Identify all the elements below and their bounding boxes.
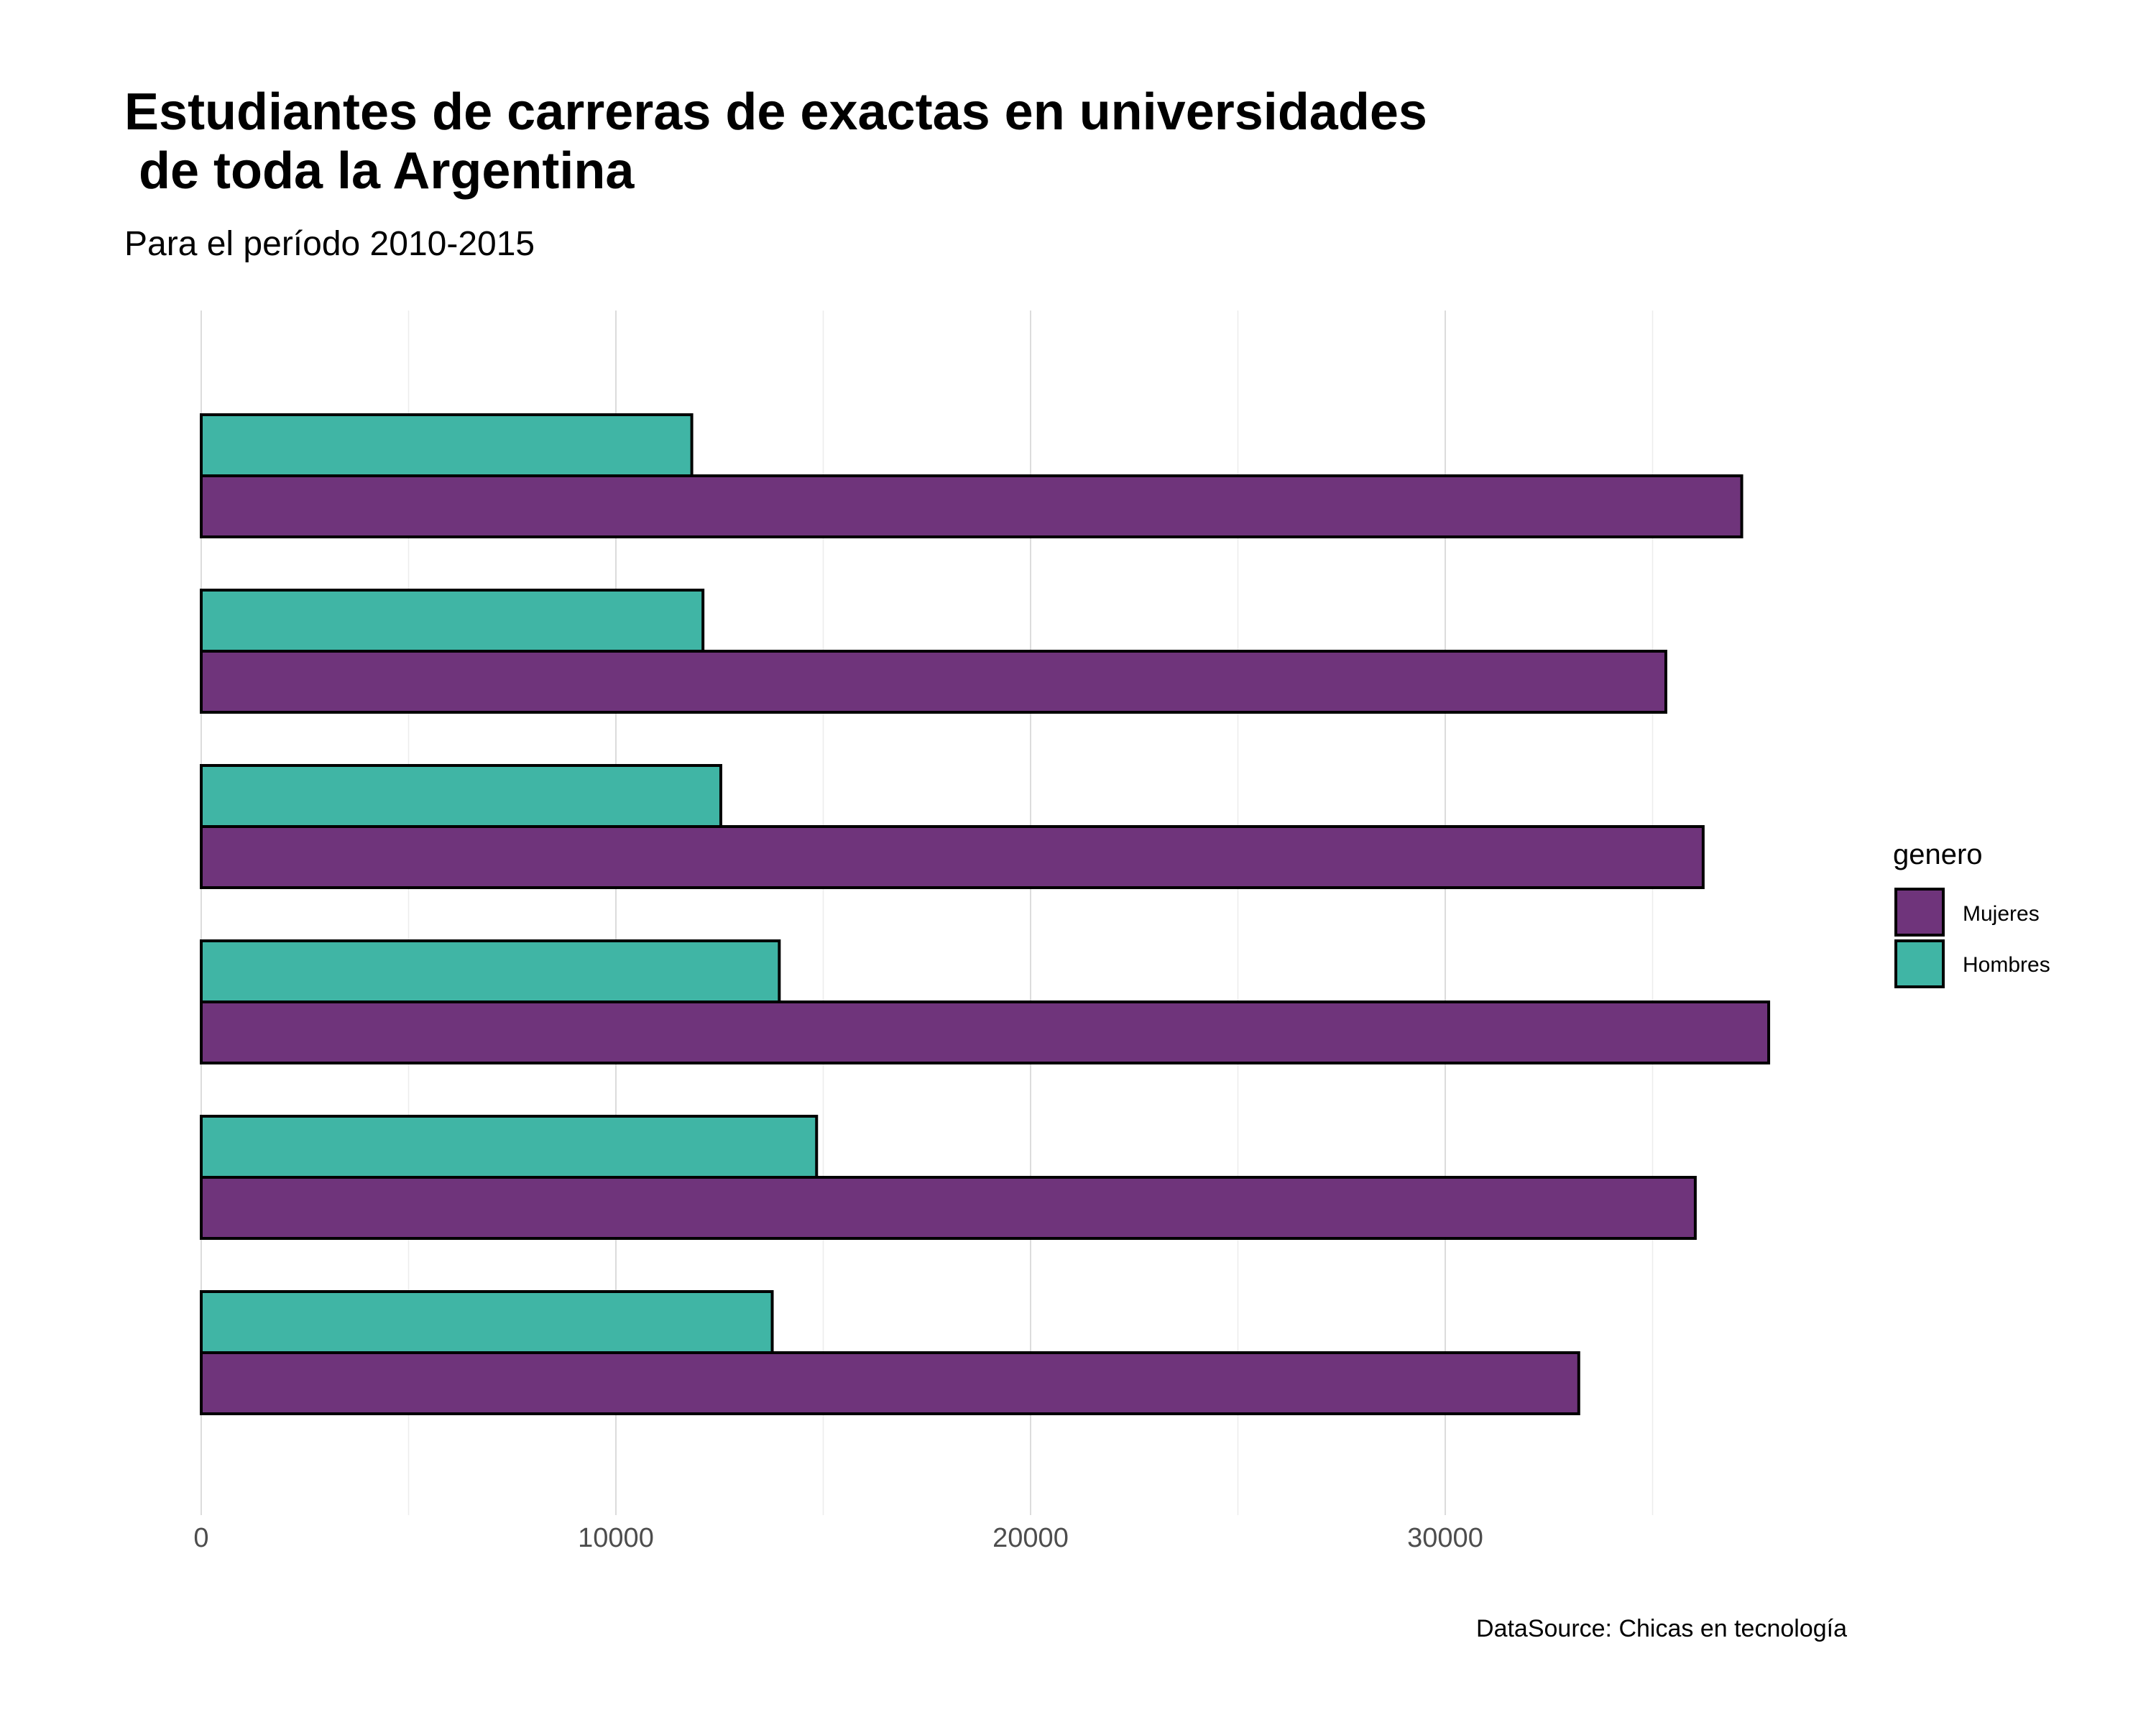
bar-mujeres-5 <box>200 1176 1697 1240</box>
bar-hombres-3 <box>200 764 722 828</box>
bar-mujeres-1 <box>200 474 1743 538</box>
legend-label-hombres: Hombres <box>1963 953 2050 977</box>
bars <box>200 413 1771 1415</box>
legend-key-mujeres <box>1894 888 1945 937</box>
legend-label-mujeres: Mujeres <box>1963 902 2040 926</box>
chart-title-line-2: de toda la Argentina <box>124 142 635 200</box>
x-axis-ticks: 0 10000 20000 30000 <box>193 1523 1483 1553</box>
chart-subtitle: Para el período 2010-2015 <box>124 225 535 263</box>
x-tick-label: 10000 <box>578 1523 654 1553</box>
bar-hombres-5 <box>200 1115 819 1179</box>
bar-hombres-2 <box>200 589 705 653</box>
bar-mujeres-3 <box>200 825 1705 889</box>
chart-title-line-1: Estudiantes de carreras de exactas en un… <box>124 83 1427 141</box>
chart-caption: DataSource: Chicas en tecnología <box>1476 1615 1847 1642</box>
bar-mujeres-4 <box>200 1000 1771 1064</box>
x-tick-label: 30000 <box>1407 1523 1483 1553</box>
legend: genero Mujeres Hombres <box>1893 839 2050 988</box>
bar-hombres-4 <box>200 939 781 1003</box>
bar-hombres-6 <box>200 1290 774 1354</box>
x-tick-label: 20000 <box>992 1523 1069 1553</box>
bar-hombres-1 <box>200 413 694 477</box>
x-tick-label: 0 <box>193 1523 208 1553</box>
legend-key-hombres <box>1894 939 1945 988</box>
bar-mujeres-2 <box>200 650 1667 714</box>
legend-title: genero <box>1893 839 1983 870</box>
bar-mujeres-6 <box>200 1351 1580 1415</box>
